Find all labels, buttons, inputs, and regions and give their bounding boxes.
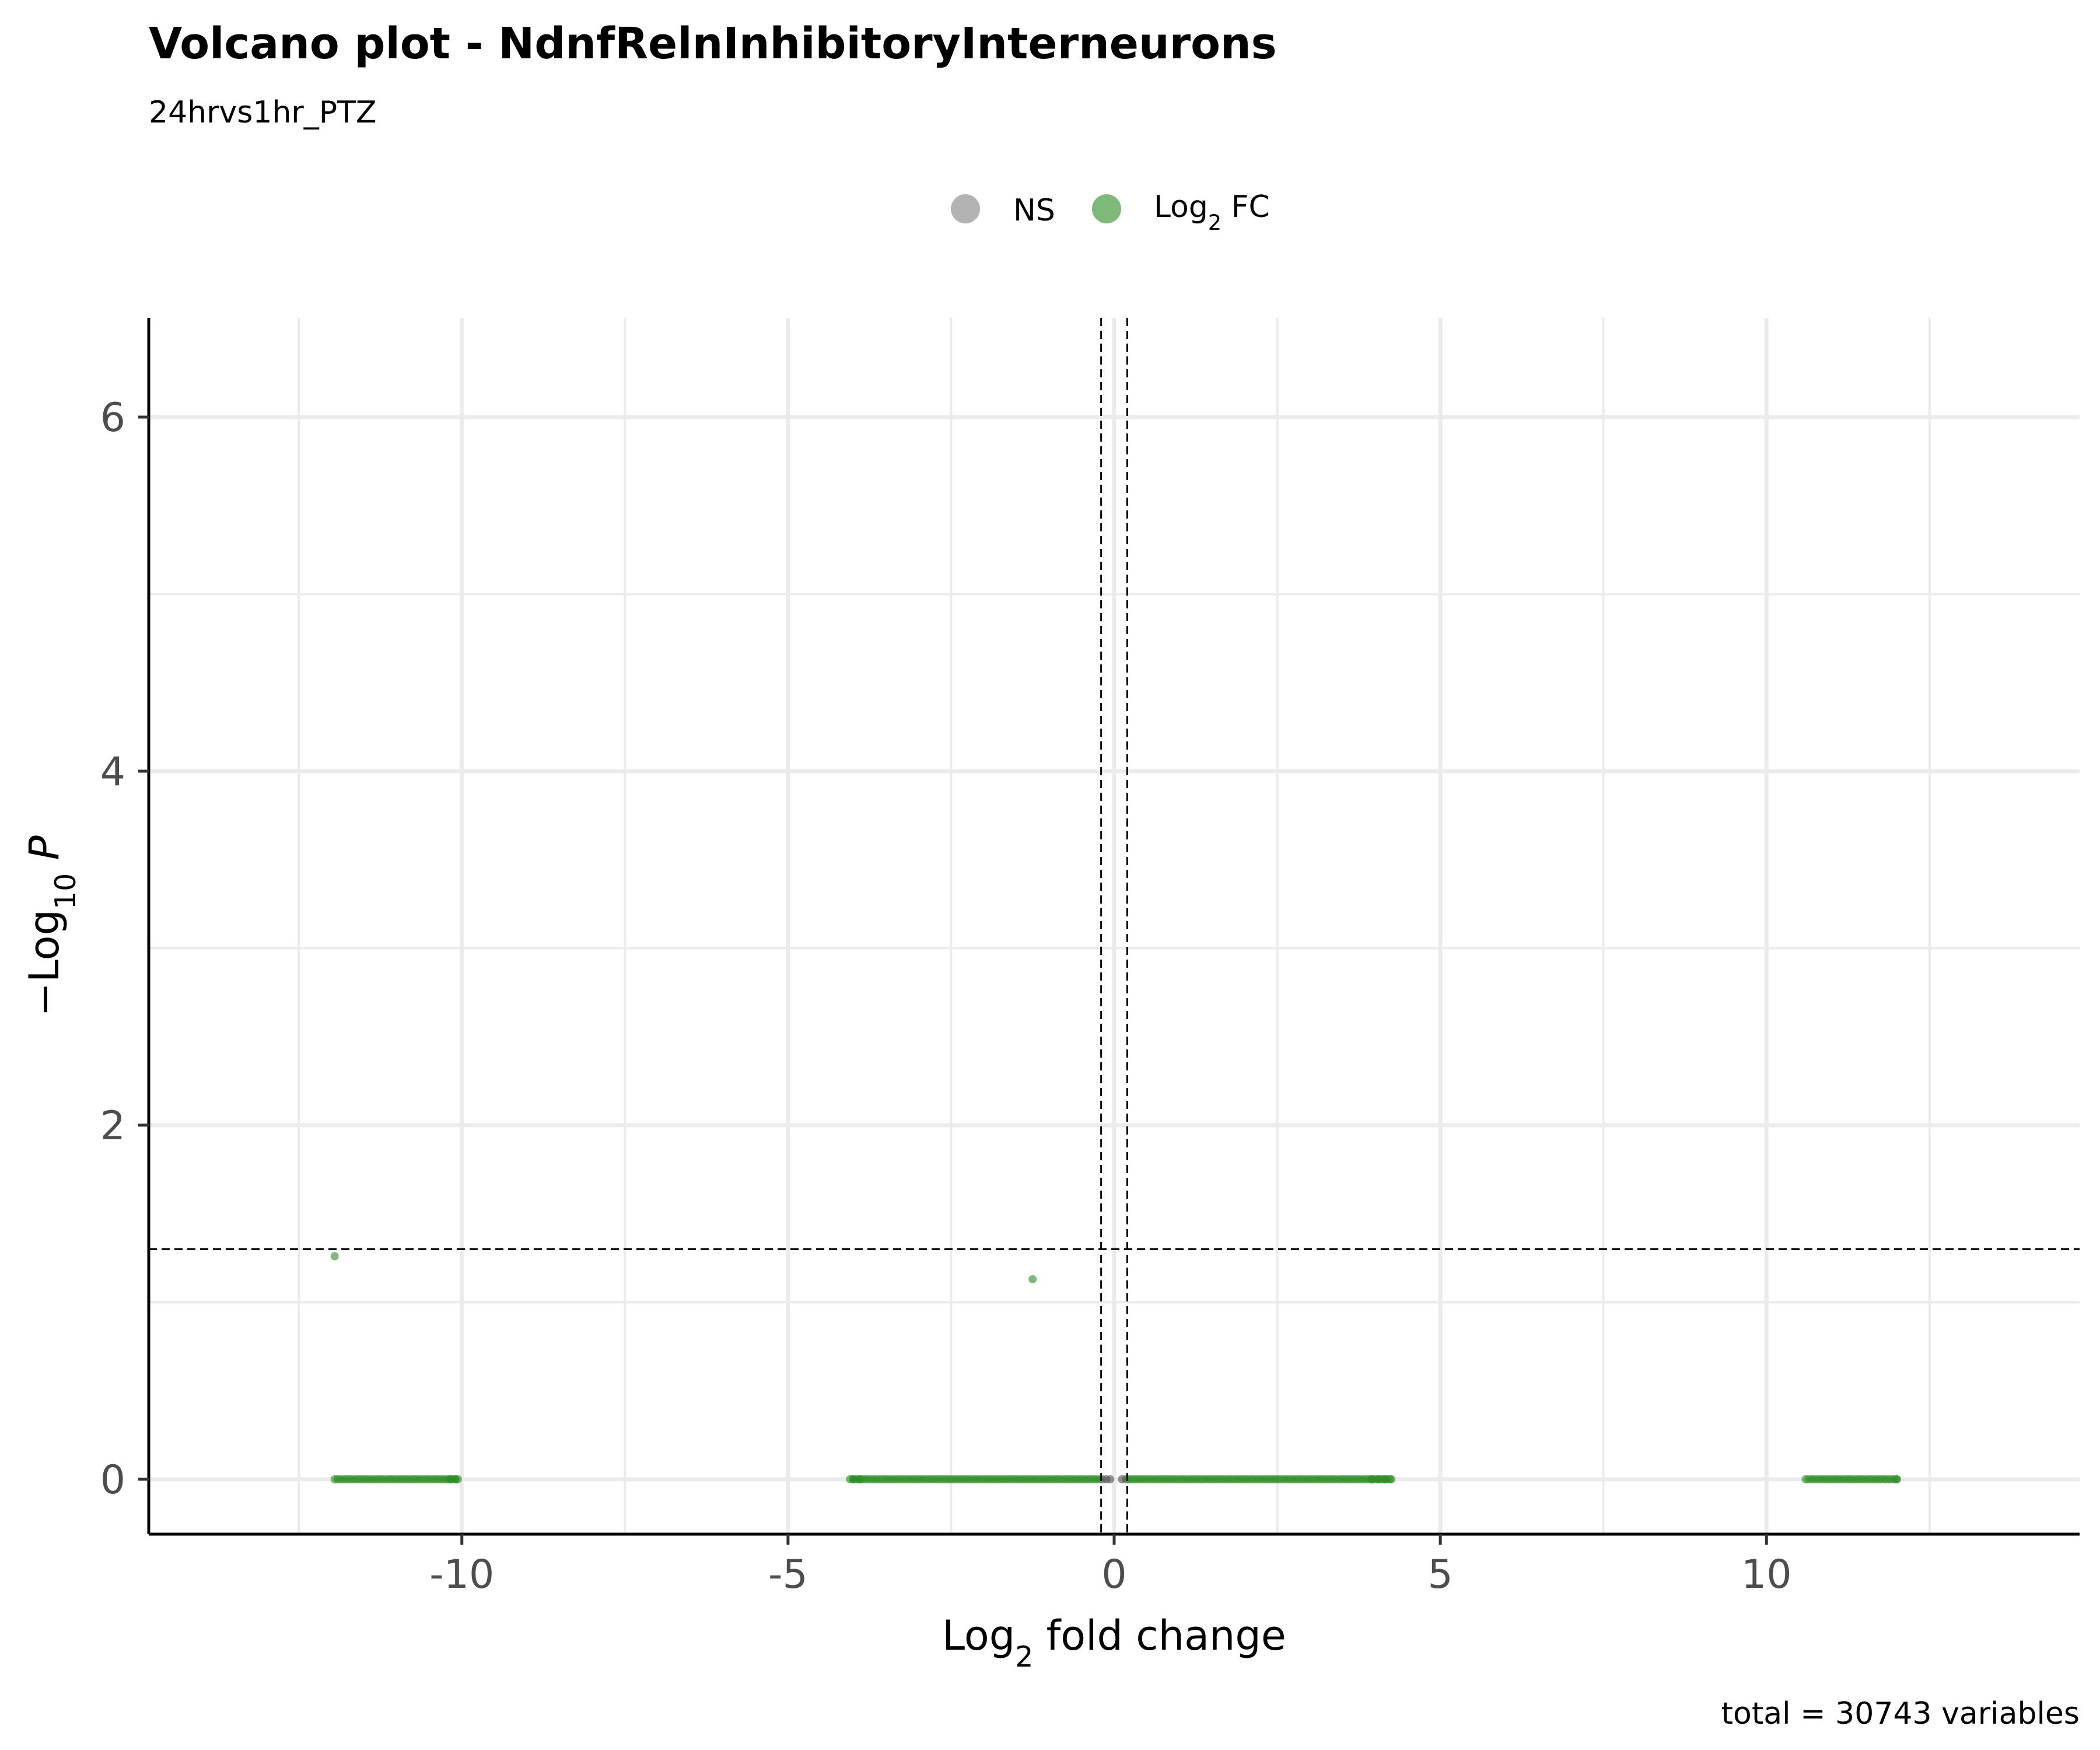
- fc-point: [1381, 1475, 1390, 1483]
- fc-point: [1367, 1475, 1376, 1483]
- x-axis-ticks: -10 -5 0 5 10: [429, 1534, 1792, 1598]
- y-axis-ticks: 0 2 4 6: [100, 395, 149, 1503]
- ns-point: [1106, 1475, 1115, 1483]
- chart-subtitle: 24hrvs1hr_PTZ: [149, 95, 377, 130]
- fc-point: [855, 1475, 864, 1483]
- legend-label-fc: Log2 FC: [1154, 190, 1270, 235]
- y-tick-label: 2: [100, 1103, 125, 1149]
- fc-point: [1892, 1475, 1901, 1483]
- legend: NS Log2 FC: [951, 190, 1270, 235]
- x-tick-label: -10: [429, 1552, 494, 1598]
- fc-point: [1374, 1475, 1382, 1483]
- x-tick-label: -5: [768, 1552, 808, 1598]
- x-tick-label: 5: [1427, 1552, 1452, 1598]
- y-tick-label: 6: [100, 395, 125, 441]
- x-tick-label: 0: [1101, 1552, 1126, 1598]
- legend-key-fc: [1092, 194, 1121, 223]
- fc-point: [1387, 1475, 1396, 1483]
- legend-key-ns: [951, 194, 980, 223]
- y-tick-label: 0: [100, 1457, 125, 1503]
- fc-point: [849, 1475, 858, 1483]
- y-tick-label: 4: [100, 749, 125, 795]
- data-points: [330, 1252, 1901, 1483]
- fc-point: [330, 1252, 339, 1261]
- fc-point: [1095, 1475, 1104, 1483]
- grid: [149, 318, 2080, 1534]
- fc-point: [1028, 1275, 1037, 1283]
- legend-label-ns: NS: [1013, 193, 1055, 228]
- caption: total = 30743 variables: [1721, 1696, 2080, 1731]
- cutoff-lines: [149, 318, 2080, 1534]
- chart-title: Volcano plot - NdnfRelnInhibitoryInterne…: [149, 19, 1277, 69]
- fc-point: [446, 1475, 454, 1483]
- x-tick-label: 10: [1741, 1552, 1792, 1598]
